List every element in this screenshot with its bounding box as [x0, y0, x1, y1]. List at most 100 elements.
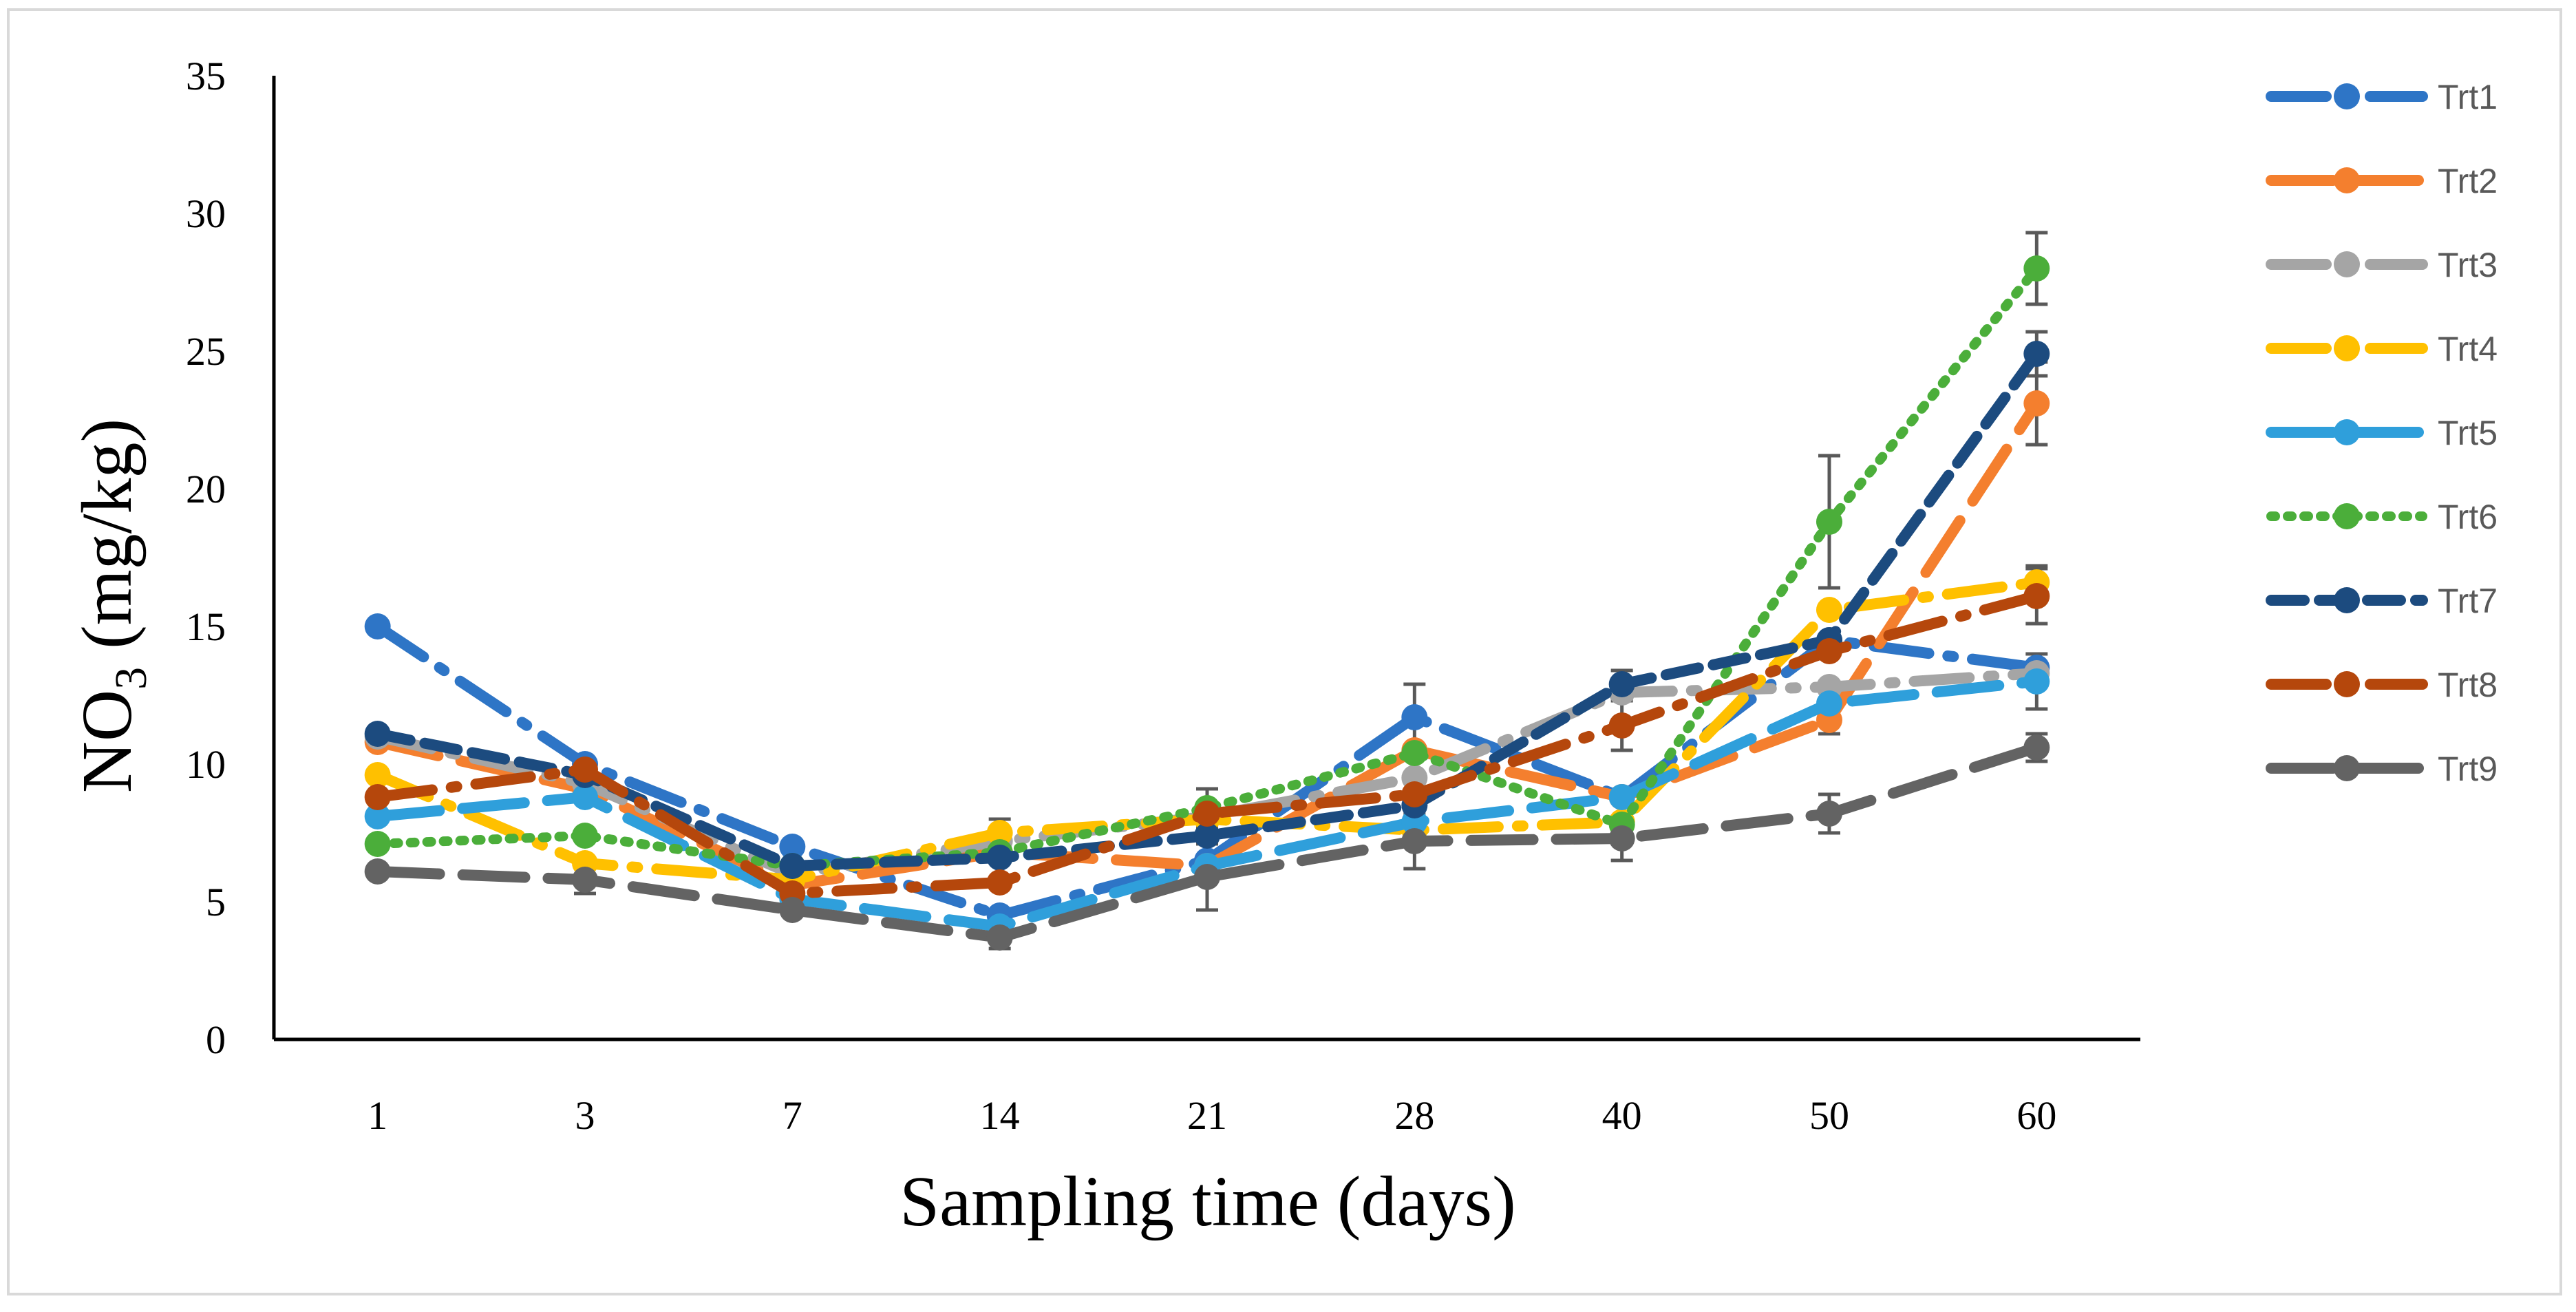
y-tick-label: 5: [206, 880, 226, 924]
legend-label: Trt7: [2438, 582, 2498, 620]
legend-marker: [2334, 419, 2360, 445]
data-point: [1194, 864, 1220, 890]
legend-item-trt1: Trt1: [2266, 78, 2498, 116]
data-point: [364, 613, 391, 639]
legend-marker: [2334, 755, 2360, 781]
data-point: [2023, 341, 2050, 367]
axes: [272, 76, 2140, 1041]
data-point: [1608, 671, 1635, 697]
series-group: [364, 255, 2050, 951]
data-point: [1816, 509, 1842, 535]
data-point: [364, 831, 391, 857]
y-tick-label: 25: [186, 329, 226, 374]
y-axis-title-subscript: 3: [106, 667, 156, 690]
legend-item-trt7: Trt7: [2266, 582, 2498, 620]
legend-label: Trt9: [2438, 750, 2498, 788]
data-point: [986, 869, 1013, 896]
data-point: [1401, 740, 1428, 766]
data-point: [572, 867, 598, 893]
series-line: [372, 577, 2043, 885]
data-point: [572, 756, 598, 783]
data-point: [364, 762, 391, 788]
data-point: [779, 853, 806, 879]
data-point: [1816, 597, 1842, 623]
x-tick-label: 60: [2016, 1093, 2056, 1138]
data-point: [986, 924, 1013, 951]
data-point: [2023, 668, 2050, 695]
legend-item-trt6: Trt6: [2266, 498, 2498, 536]
legend-label: Trt2: [2438, 162, 2498, 200]
data-point: [1401, 704, 1428, 730]
data-point: [779, 897, 806, 923]
legend-item-trt3: Trt3: [2266, 246, 2498, 284]
y-axis-title: NO3 (mg/kg): [67, 419, 156, 793]
data-point: [2023, 734, 2050, 761]
data-point: [2023, 390, 2050, 416]
data-point: [1816, 801, 1842, 827]
data-point: [1401, 781, 1428, 807]
x-tick-label: 21: [1187, 1093, 1227, 1138]
data-point: [572, 784, 598, 810]
y-tick-label: 15: [186, 604, 226, 649]
y-tick-label: 10: [186, 742, 226, 787]
legend-item-trt4: Trt4: [2266, 330, 2498, 368]
y-tick-label: 35: [186, 54, 226, 98]
series-trt8: [364, 583, 2050, 907]
series-line: [372, 264, 2042, 871]
data-point: [986, 820, 1013, 846]
x-tick-labels: 1 3 7 14 21 28 40 50 60: [368, 1093, 2056, 1138]
data-point: [1401, 828, 1428, 854]
y-tick-labels: 0 5 10 15 20 25 30 35: [186, 54, 226, 1062]
legend-item-trt9: Trt9: [2266, 750, 2498, 788]
legend-label: Trt3: [2438, 246, 2498, 284]
data-point: [364, 803, 391, 829]
x-tick-label: 14: [980, 1093, 1020, 1138]
legend-label: Trt1: [2438, 78, 2498, 116]
y-axis-title-main: NO: [67, 690, 147, 793]
data-point: [1608, 825, 1635, 851]
x-tick-label: 3: [575, 1093, 595, 1138]
legend-marker: [2334, 671, 2360, 697]
y-tick-label: 0: [206, 1017, 226, 1062]
legend-marker: [2334, 251, 2360, 277]
x-tick-label: 7: [783, 1093, 802, 1138]
legend-item-trt2: Trt2: [2266, 162, 2498, 200]
legend-marker: [2334, 587, 2360, 613]
x-tick-label: 40: [1602, 1093, 1642, 1138]
data-point: [1194, 801, 1220, 827]
series-line: [372, 742, 2043, 943]
y-axis-title-unit: (mg/kg): [67, 419, 147, 667]
y-tick-label: 30: [186, 191, 226, 236]
data-point: [1608, 712, 1635, 739]
legend-item-trt8: Trt8: [2266, 666, 2498, 704]
data-point: [1816, 690, 1842, 717]
legend-label: Trt6: [2438, 498, 2498, 536]
legend-label: Trt8: [2438, 666, 2498, 704]
x-tick-label: 1: [368, 1093, 387, 1138]
data-point: [779, 834, 806, 860]
chart-frame: [7, 8, 2562, 1295]
legend-marker: [2334, 167, 2360, 193]
data-point: [1608, 784, 1635, 810]
series-line: [372, 668, 2043, 880]
x-axis-title: Sampling time (days): [900, 1162, 1515, 1241]
legend-marker: [2334, 503, 2360, 529]
series-trt9: [364, 734, 2050, 951]
data-point: [986, 845, 1013, 871]
legend-item-trt5: Trt5: [2266, 414, 2498, 452]
data-point: [572, 823, 598, 849]
x-tick-label: 28: [1394, 1093, 1434, 1138]
legend-label: Trt5: [2438, 414, 2498, 452]
legend: Trt1 Trt2 Trt3 Trt4 Trt5 Trt6 Trt7 Trt8 Trt9: [2266, 78, 2498, 788]
data-point: [364, 721, 391, 747]
legend-marker: [2334, 335, 2360, 361]
legend-label: Trt4: [2438, 330, 2498, 368]
data-point: [364, 784, 391, 810]
data-point: [1816, 638, 1842, 664]
data-point: [1194, 823, 1220, 849]
data-point: [2023, 255, 2050, 282]
data-point: [364, 858, 391, 885]
legend-marker: [2334, 83, 2360, 109]
data-point: [2023, 583, 2050, 609]
